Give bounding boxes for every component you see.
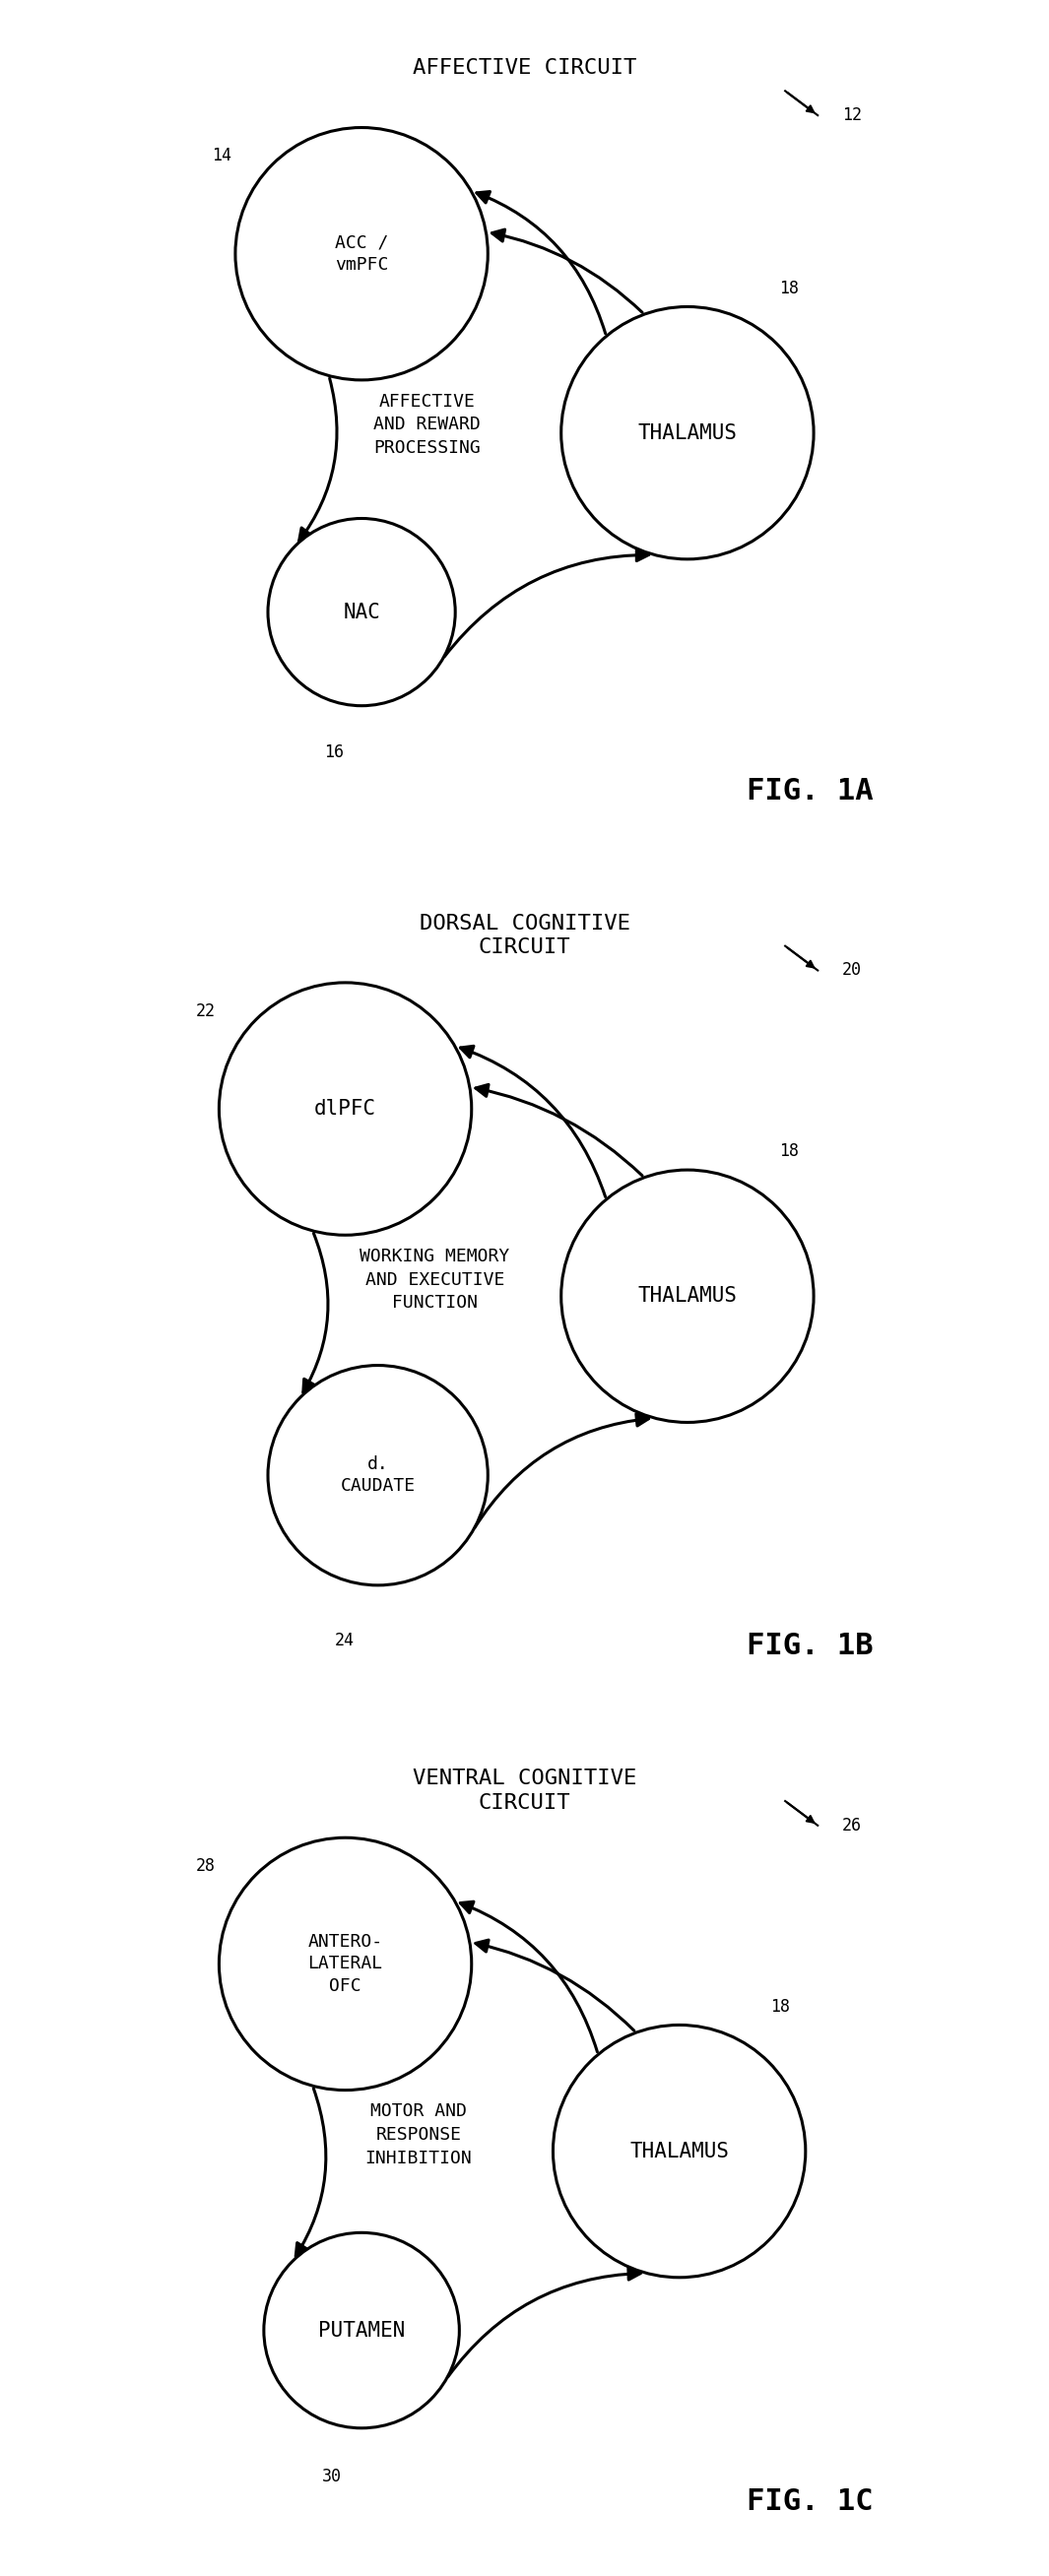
Text: ANTERO-
LATERAL
OFC: ANTERO- LATERAL OFC <box>307 1932 383 1994</box>
Circle shape <box>267 518 455 706</box>
Text: AFFECTIVE CIRCUIT: AFFECTIVE CIRCUIT <box>412 59 637 77</box>
Text: 30: 30 <box>322 2468 342 2486</box>
Text: 18: 18 <box>779 278 798 296</box>
Text: WORKING MEMORY
AND EXECUTIVE
FUNCTION: WORKING MEMORY AND EXECUTIVE FUNCTION <box>360 1247 510 1311</box>
Text: dlPFC: dlPFC <box>315 1100 377 1118</box>
Circle shape <box>219 1837 472 2089</box>
Text: MOTOR AND
RESPONSE
INHIBITION: MOTOR AND RESPONSE INHIBITION <box>365 2102 472 2166</box>
Text: d.
CAUDATE: d. CAUDATE <box>340 1455 415 1494</box>
Text: FIG. 1B: FIG. 1B <box>746 1633 873 1662</box>
Text: AFFECTIVE
AND REWARD
PROCESSING: AFFECTIVE AND REWARD PROCESSING <box>373 392 480 456</box>
Circle shape <box>264 2233 459 2429</box>
Text: 28: 28 <box>196 1857 215 1875</box>
Text: PUTAMEN: PUTAMEN <box>318 2321 405 2339</box>
Text: 12: 12 <box>842 106 862 124</box>
Circle shape <box>561 1170 814 1422</box>
Text: 24: 24 <box>335 1631 355 1649</box>
Text: ACC /
vmPFC: ACC / vmPFC <box>335 234 388 273</box>
Text: 14: 14 <box>212 147 232 165</box>
Text: 18: 18 <box>771 1996 791 2014</box>
Text: THALAMUS: THALAMUS <box>638 1285 737 1306</box>
Text: DORSAL COGNITIVE
CIRCUIT: DORSAL COGNITIVE CIRCUIT <box>420 914 629 958</box>
Circle shape <box>267 1365 488 1584</box>
Text: NAC: NAC <box>343 603 380 621</box>
Circle shape <box>553 2025 806 2277</box>
Text: THALAMUS: THALAMUS <box>638 422 737 443</box>
Text: 22: 22 <box>196 1002 215 1020</box>
Text: FIG. 1C: FIG. 1C <box>746 2486 873 2517</box>
Circle shape <box>561 307 814 559</box>
Circle shape <box>219 981 472 1234</box>
Text: 18: 18 <box>779 1144 798 1159</box>
Text: VENTRAL COGNITIVE
CIRCUIT: VENTRAL COGNITIVE CIRCUIT <box>412 1770 637 1814</box>
Text: THALAMUS: THALAMUS <box>629 2141 729 2161</box>
Text: 20: 20 <box>842 961 862 979</box>
Text: 16: 16 <box>324 744 343 762</box>
Circle shape <box>235 129 488 381</box>
Text: FIG. 1A: FIG. 1A <box>746 778 873 806</box>
Text: 26: 26 <box>842 1816 862 1834</box>
